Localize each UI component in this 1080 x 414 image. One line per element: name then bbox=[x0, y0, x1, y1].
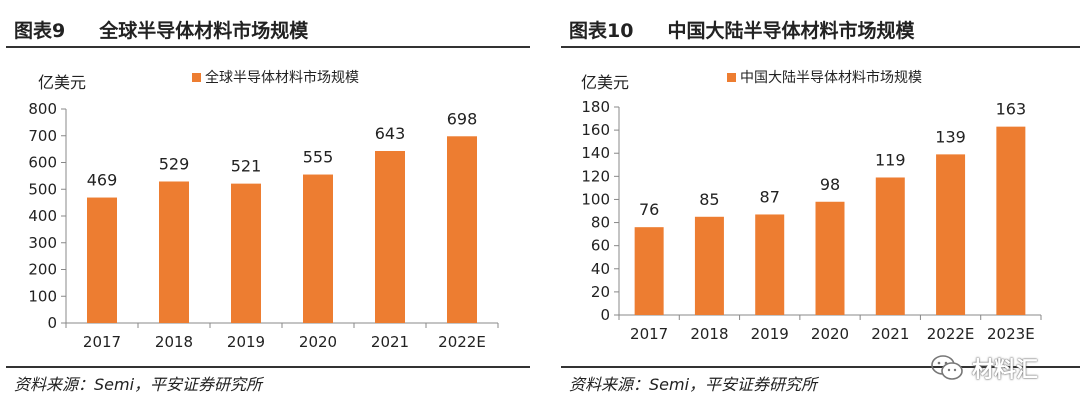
legend-swatch bbox=[727, 73, 736, 82]
y-unit-label: 亿美元 bbox=[581, 73, 629, 92]
title-divider bbox=[6, 46, 530, 48]
bar bbox=[755, 214, 785, 315]
legend-swatch bbox=[192, 73, 201, 82]
y-tick-label: 180 bbox=[581, 98, 610, 116]
bar-chart-china: 亿美元 中国大陆半导体材料市场规模 0 20 40 60 80 100 120 140 160 180… bbox=[581, 69, 1042, 343]
y-tick-label: 20 bbox=[591, 283, 610, 301]
y-tick-label: 400 bbox=[28, 207, 57, 225]
x-tick-label: 2021 bbox=[371, 333, 409, 351]
bar bbox=[375, 150, 405, 323]
data-label: 85 bbox=[699, 190, 719, 209]
x-tick-label: 2023E bbox=[987, 325, 1035, 343]
legend-label: 全球半导体材料市场规模 bbox=[205, 69, 359, 86]
chart-panel-china: 图表10 中国大陆半导体材料市场规模 亿美元 中国大陆半导体材料市场规模 0 20 40 6… bbox=[555, 0, 1080, 414]
source-note: 资料来源：Semi，平安证券研究所 bbox=[14, 375, 263, 394]
bar-chart-global: 亿美元 全球半导体材料市场规模 0 100 200 300 400 500 600 700 800 4… bbox=[28, 69, 499, 351]
x-tick-label: 2018 bbox=[690, 325, 728, 343]
bar bbox=[875, 177, 905, 315]
bar bbox=[815, 201, 845, 315]
x-tick-label: 2019 bbox=[227, 333, 265, 351]
x-tick-label: 2022E bbox=[438, 333, 486, 351]
y-tick-label: 300 bbox=[28, 234, 57, 252]
y-tick-label: 0 bbox=[47, 314, 57, 332]
x-tick-label: 2019 bbox=[751, 325, 789, 343]
figure-number: 图表10 bbox=[569, 20, 634, 42]
bar bbox=[634, 227, 664, 315]
y-tick-label: 140 bbox=[581, 144, 610, 162]
source-divider bbox=[561, 366, 1080, 368]
x-tick-label: 2018 bbox=[155, 333, 193, 351]
bar bbox=[694, 216, 724, 315]
y-tick-label: 100 bbox=[581, 190, 610, 208]
y-tick-label: 700 bbox=[28, 127, 57, 145]
data-label: 163 bbox=[996, 100, 1027, 119]
x-tick-label: 2020 bbox=[299, 333, 337, 351]
figure-title: 图表10 中国大陆半导体材料市场规模 bbox=[569, 16, 914, 43]
bar bbox=[936, 154, 966, 315]
data-label: 98 bbox=[820, 175, 840, 194]
x-tick-label: 2020 bbox=[811, 325, 849, 343]
y-tick-label: 60 bbox=[591, 237, 610, 255]
data-label: 76 bbox=[639, 200, 659, 219]
y-tick-label: 600 bbox=[28, 154, 57, 172]
x-tick-label: 2017 bbox=[83, 333, 121, 351]
title-divider bbox=[561, 46, 1080, 48]
x-tick-label: 2021 bbox=[871, 325, 909, 343]
y-tick-label: 200 bbox=[28, 261, 57, 279]
data-label: 643 bbox=[375, 124, 406, 143]
y-unit-label: 亿美元 bbox=[38, 73, 86, 92]
bar bbox=[303, 174, 333, 323]
bar bbox=[159, 181, 189, 323]
y-tick-label: 120 bbox=[581, 167, 610, 185]
figure-title: 图表9 全球半导体材料市场规模 bbox=[14, 16, 308, 43]
legend-label: 中国大陆半导体材料市场规模 bbox=[740, 69, 922, 86]
x-tick-label: 2022E bbox=[927, 325, 975, 343]
y-tick-label: 100 bbox=[28, 287, 57, 305]
y-tick-label: 800 bbox=[28, 100, 57, 118]
data-label: 139 bbox=[935, 127, 966, 146]
data-label: 521 bbox=[231, 157, 262, 176]
data-label: 698 bbox=[447, 109, 478, 128]
y-tick-label: 80 bbox=[591, 214, 610, 232]
figure-title-text: 中国大陆半导体材料市场规模 bbox=[667, 20, 915, 42]
bar bbox=[231, 183, 261, 323]
data-label: 119 bbox=[875, 150, 906, 169]
y-tick-label: 500 bbox=[28, 180, 57, 198]
figure-number: 图表9 bbox=[14, 20, 66, 42]
y-tick-label: 0 bbox=[600, 306, 610, 324]
watermark: 材料汇 bbox=[930, 352, 1038, 384]
source-divider bbox=[6, 366, 530, 368]
source-note: 资料来源：Semi，平安证券研究所 bbox=[569, 375, 818, 394]
wechat-icon bbox=[931, 355, 963, 380]
y-tick-label: 40 bbox=[591, 260, 610, 278]
chart-panel-global: 图表9 全球半导体材料市场规模 亿美元 全球半导体材料市场规模 0 100 200 300 4… bbox=[0, 0, 530, 414]
data-label: 87 bbox=[760, 187, 780, 206]
bar bbox=[996, 126, 1026, 316]
watermark-text: 材料汇 bbox=[972, 358, 1039, 383]
data-label: 469 bbox=[87, 171, 118, 190]
bar bbox=[87, 197, 117, 323]
y-tick-label: 160 bbox=[581, 121, 610, 139]
data-label: 529 bbox=[159, 154, 190, 173]
data-label: 555 bbox=[303, 148, 334, 167]
x-tick-label: 2017 bbox=[630, 325, 668, 343]
figure-title-text: 全球半导体材料市场规模 bbox=[99, 20, 309, 42]
bar bbox=[447, 136, 477, 323]
